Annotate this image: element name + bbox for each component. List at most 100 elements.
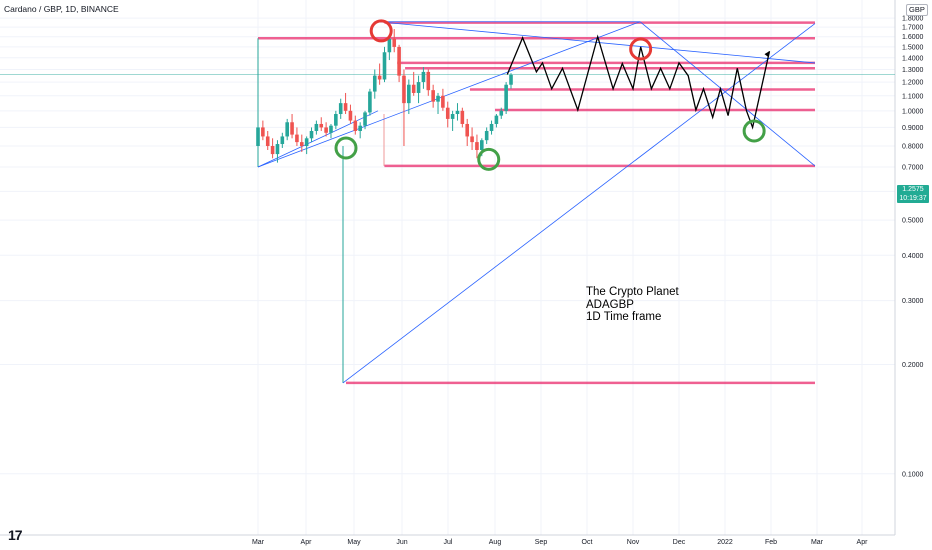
- trend-line: [257, 21, 641, 168]
- x-tick-label: May: [347, 539, 361, 546]
- x-tick-label: Aug: [489, 539, 502, 546]
- y-tick-label: 1.4000: [902, 55, 924, 62]
- x-tick-label: Mar: [252, 539, 265, 546]
- tradingview-logo[interactable]: 17: [8, 527, 23, 543]
- y-tick-label: 0.1000: [902, 471, 924, 478]
- trend-line: [342, 23, 816, 384]
- x-tick-label: Apr: [857, 539, 869, 546]
- candle-body: [368, 91, 372, 113]
- y-tick-label: 1.5000: [902, 44, 924, 51]
- candle-body: [343, 103, 348, 111]
- candle-body: [382, 52, 387, 80]
- marker-circle: [477, 147, 501, 171]
- candle-body: [392, 38, 397, 47]
- candle-body: [402, 75, 406, 104]
- x-tick-label: Jun: [396, 539, 407, 546]
- candle-body: [460, 110, 465, 124]
- x-tick-label: Dec: [673, 539, 686, 546]
- marker-circle: [629, 37, 653, 61]
- annotation-line-3: 1D Time frame: [586, 311, 662, 323]
- candle-body: [270, 145, 275, 155]
- marker-circle: [742, 119, 766, 143]
- chart-annotation: The Crypto Planet ADAGBP 1D Time frame: [586, 286, 679, 324]
- current-price-value: 1.2575: [902, 186, 924, 193]
- candle-body: [304, 138, 309, 146]
- candle-body: [329, 125, 333, 133]
- chart-title: Cardano / GBP, 1D, BINANCE: [4, 4, 119, 14]
- current-price-tag: 1.2575 10:19:37: [897, 185, 929, 203]
- candle-body: [445, 107, 450, 119]
- annotation-line-2: ADAGBP: [586, 298, 634, 311]
- candle-body: [421, 71, 426, 83]
- candle-body: [411, 84, 416, 93]
- x-tick-label: 2022: [717, 539, 733, 546]
- annotation-line-1: The Crypto Planet: [586, 286, 679, 298]
- candle-body: [363, 112, 367, 126]
- candle-body: [387, 38, 392, 53]
- x-tick-label: Oct: [582, 539, 593, 546]
- marker-circle: [334, 136, 358, 160]
- candle-body: [334, 114, 338, 126]
- trend-line: [639, 21, 816, 167]
- candle-body: [426, 71, 431, 91]
- candle-body: [465, 123, 470, 137]
- x-tick-label: Sep: [535, 539, 548, 546]
- y-tick-label: 0.7000: [902, 165, 924, 172]
- candle-body: [265, 136, 270, 146]
- y-tick-label: 1.7000: [902, 25, 924, 32]
- candle-body: [475, 142, 479, 150]
- y-tick-label: 1.3000: [902, 67, 924, 74]
- candle-body: [441, 95, 445, 108]
- candle-body: [504, 84, 508, 111]
- marker-circle: [369, 19, 393, 43]
- projection-path: [506, 34, 771, 130]
- candle-body: [436, 95, 440, 102]
- candle-body: [470, 136, 474, 143]
- y-tick-label: 0.8000: [902, 143, 924, 150]
- candle-body: [299, 142, 304, 146]
- candle-body: [372, 75, 377, 92]
- trend-line: [257, 110, 379, 168]
- y-tick-label: 0.2000: [902, 362, 924, 369]
- candle-body: [319, 123, 324, 128]
- candle-body: [261, 127, 265, 137]
- candle-body: [275, 144, 280, 155]
- candle-body: [348, 110, 353, 121]
- candle-body: [324, 127, 328, 133]
- candle-body: [431, 90, 435, 102]
- candle-body: [358, 125, 362, 131]
- y-tick-label: 0.9000: [902, 125, 924, 132]
- y-tick-label: 1.1000: [902, 93, 924, 100]
- candle-body: [416, 82, 421, 93]
- candle-body: [484, 130, 489, 141]
- y-tick-label: 0.3000: [902, 298, 924, 305]
- x-tick-label: Jul: [444, 539, 453, 546]
- x-tick-label: Mar: [811, 539, 824, 546]
- candle-body: [509, 74, 513, 85]
- candle-body: [455, 110, 460, 115]
- current-price-timer: 10:19:37: [899, 195, 927, 202]
- y-tick-label: 1.0000: [902, 108, 924, 115]
- y-tick-label: 0.5000: [902, 218, 924, 225]
- y-tick-label: 1.2000: [902, 80, 924, 87]
- candle-body: [494, 115, 499, 124]
- y-tick-label: 0.4000: [902, 253, 924, 260]
- projection-arrowhead: [764, 51, 770, 58]
- candle-body: [256, 127, 260, 146]
- candle-body: [450, 114, 455, 119]
- candle-body: [480, 140, 484, 150]
- candle-body: [397, 46, 401, 76]
- candle-body: [290, 122, 294, 135]
- currency-button[interactable]: GBP: [906, 4, 928, 16]
- candle-body: [377, 75, 382, 80]
- candle-body: [309, 130, 314, 139]
- y-tick-label: 1.8000: [902, 16, 924, 23]
- y-tick-label: 1.6000: [902, 34, 924, 41]
- x-tick-label: Nov: [627, 539, 640, 546]
- x-tick-label: Apr: [301, 539, 313, 546]
- candle-body: [280, 136, 285, 145]
- candle-body: [338, 103, 343, 115]
- candle-body: [489, 123, 494, 131]
